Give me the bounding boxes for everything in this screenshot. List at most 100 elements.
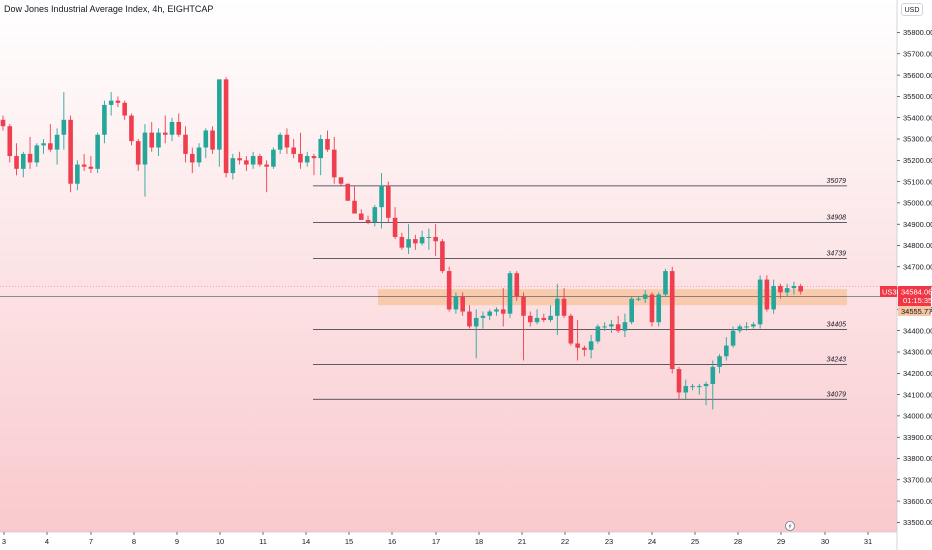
lightning-icon[interactable]	[785, 521, 795, 531]
y-tick-label: 33600.00	[903, 497, 932, 506]
candle	[615, 315, 621, 333]
candle-body	[210, 130, 215, 150]
candle	[649, 292, 655, 327]
candle	[149, 121, 155, 152]
candle	[730, 326, 736, 348]
candle-body	[264, 164, 269, 167]
candle-body	[609, 324, 614, 327]
candle	[156, 128, 161, 157]
candle-body	[453, 296, 459, 310]
candle	[737, 324, 743, 333]
candle	[467, 305, 472, 329]
x-tick-label: 16	[388, 537, 396, 546]
candle-body	[460, 296, 465, 312]
candle	[440, 239, 445, 274]
chart-background	[0, 0, 897, 532]
candle	[433, 224, 438, 257]
horizontal-levels-layer: 35079 34908 34739 34405 34243 34079	[313, 178, 847, 400]
candle-body	[217, 79, 222, 150]
candle	[399, 232, 405, 250]
candle-body	[352, 200, 357, 214]
x-tick-label: 14	[302, 537, 310, 546]
candle	[183, 126, 188, 163]
candle	[386, 181, 391, 223]
level-label: 34243	[827, 356, 847, 363]
candle-body	[102, 104, 107, 135]
candle-body	[582, 347, 587, 350]
candle	[54, 128, 60, 165]
candle	[703, 381, 709, 406]
x-tick-label: 28	[734, 537, 742, 546]
candle-body	[318, 139, 324, 159]
candle	[129, 113, 134, 146]
candle	[244, 156, 249, 171]
y-tick-label: 35700.00	[903, 50, 932, 59]
candle	[196, 143, 202, 167]
candle	[345, 183, 351, 201]
currency-button[interactable]: USD	[901, 3, 923, 16]
candle	[41, 139, 46, 154]
candle	[784, 283, 790, 297]
candle-body	[561, 298, 567, 316]
candle-body	[419, 236, 425, 244]
candle	[325, 130, 330, 152]
candle-body	[162, 132, 168, 135]
candle	[358, 209, 364, 220]
candle-body	[724, 345, 729, 357]
candle	[595, 324, 601, 344]
candle	[629, 296, 634, 325]
candle-body	[602, 326, 607, 328]
candle	[696, 383, 702, 395]
candle-body	[663, 271, 668, 295]
y-tick-label: 33900.00	[903, 433, 932, 442]
candle	[588, 334, 594, 359]
candle	[75, 160, 80, 191]
candle-body	[467, 311, 472, 327]
candle	[237, 151, 242, 165]
y-tick-label: 33700.00	[903, 476, 932, 485]
candle	[521, 292, 526, 361]
candle-body	[68, 119, 73, 184]
time-axis-layer[interactable]: 3 4 7 8 9 10 11 14 15 16 17 18 21 22 23 24 25 28 29 30 31	[2, 532, 872, 546]
candle-body	[541, 317, 547, 321]
x-tick-label: 11	[259, 537, 267, 546]
candle	[751, 322, 756, 329]
candle-body	[696, 386, 702, 388]
candle-body	[325, 139, 330, 150]
candle	[419, 230, 425, 246]
candle-body	[142, 132, 148, 165]
candle	[575, 320, 580, 361]
y-tick-label: 34300.00	[903, 348, 932, 357]
candle-body	[649, 294, 655, 323]
level-label: 34739	[827, 250, 847, 257]
candle-body	[54, 134, 60, 150]
candle-body	[203, 130, 209, 148]
candle	[778, 283, 783, 299]
x-tick-label: 29	[777, 537, 785, 546]
candle-body	[642, 294, 648, 299]
candle-body	[277, 134, 283, 150]
y-tick-label: 35300.00	[903, 135, 932, 144]
candle	[338, 177, 344, 186]
candle	[81, 153, 87, 171]
candle-body	[0, 119, 6, 127]
level-label: 34405	[827, 322, 847, 329]
zone-tag: 34555.77	[901, 307, 932, 316]
candle	[453, 292, 459, 314]
candle-body	[331, 149, 337, 178]
candle-body	[548, 315, 553, 321]
candle	[656, 292, 662, 327]
candle	[331, 136, 337, 184]
candle	[541, 313, 547, 323]
candle	[115, 96, 121, 108]
candle-body	[129, 115, 134, 142]
candle-body	[446, 271, 452, 310]
candle	[298, 132, 303, 169]
candle	[223, 77, 229, 178]
price-tag-bg	[898, 286, 931, 306]
candle-body	[230, 158, 236, 174]
candle	[0, 115, 6, 131]
candle	[379, 173, 384, 229]
